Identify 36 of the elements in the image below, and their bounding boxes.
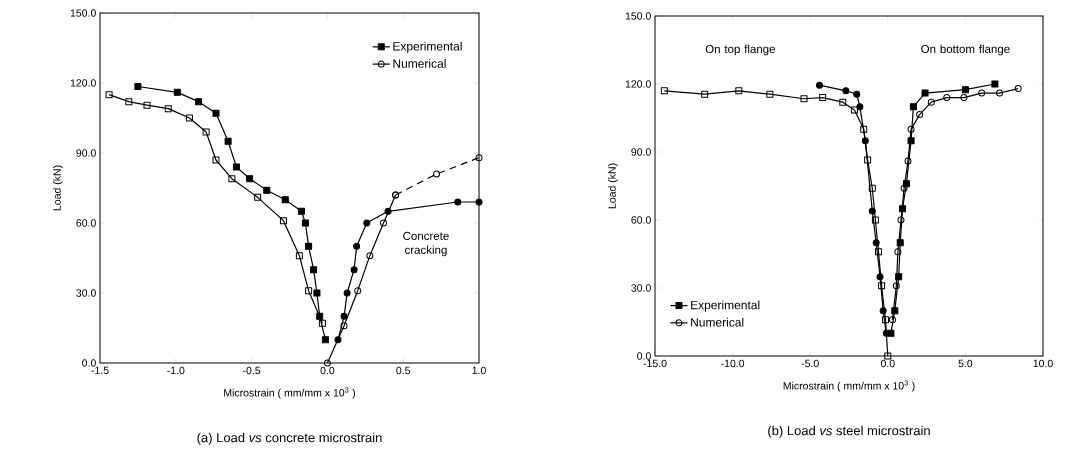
y-tick-label: 60.0 — [631, 216, 651, 224]
x-axis-title: Microstrain ( mm/mm x 10$^{3}$ ) — [783, 380, 915, 392]
y-tick-label: 90.0 — [631, 148, 651, 156]
y-tick-label: 120.0 — [625, 80, 651, 88]
annotation: Concrete cracking — [403, 231, 449, 257]
annotation: On bottom flange — [921, 44, 1010, 56]
legend-label: Experimental — [393, 41, 462, 53]
y-tick-label: 60.0 — [76, 219, 96, 227]
x-axis-title: Microstrain ( mm/mm x 10$^{3}$ ) — [224, 387, 356, 399]
x-tick-label: -1.0 — [167, 366, 185, 375]
y-axis-title: Load (kN) — [608, 163, 618, 209]
x-tick-label: 1.0 — [472, 366, 486, 375]
x-tick-label: -1.5 — [91, 366, 109, 375]
x-tick-label: 0.0 — [880, 359, 895, 368]
x-tick-label: 0.5 — [396, 366, 411, 375]
y-tick-label: 30.0 — [631, 284, 651, 292]
x-tick-label: -0.5 — [243, 366, 261, 375]
y-tick-label: 30.0 — [76, 289, 96, 297]
y-tick-label: 150.0 — [625, 12, 651, 20]
y-tick-label: 150.0 — [70, 9, 96, 17]
text: (b) Load vs steel microstrain — [768, 425, 930, 438]
legend-label: Numerical — [691, 317, 744, 327]
legend-label: Numerical — [393, 58, 446, 68]
y-axis-title: Load (kN) — [53, 165, 63, 211]
text: (a) Load vs concrete microstrain — [197, 432, 382, 445]
y-tick-label: 120.0 — [70, 79, 96, 87]
y-tick-label: 0.0 — [637, 352, 651, 360]
x-tick-label: 5.0 — [958, 359, 973, 368]
x-tick-label: -10.0 — [721, 359, 745, 368]
annotation: On top flange — [705, 44, 775, 56]
x-tick-label: -5.0 — [801, 359, 819, 368]
x-tick-label: 10.0 — [1033, 359, 1053, 368]
x-tick-label: 0.0 — [320, 366, 335, 375]
x-tick-label: -15.0 — [643, 359, 667, 368]
y-tick-label: 90.0 — [76, 149, 96, 157]
legend-label: Experimental — [691, 300, 760, 312]
